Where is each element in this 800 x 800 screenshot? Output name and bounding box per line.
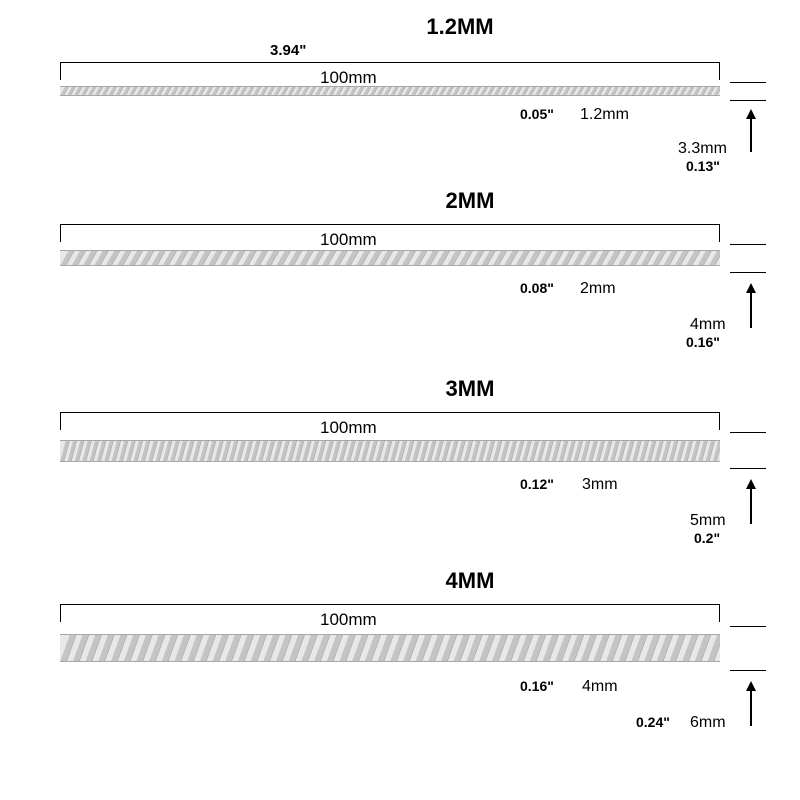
section-title: 1.2MM — [360, 14, 560, 40]
diameter-mm-label: 2mm — [580, 280, 616, 298]
diameter-inches-label: 0.05" — [520, 106, 554, 122]
width-inches-label: 0.24" — [636, 714, 670, 730]
diameter-inches-label: 0.08" — [520, 280, 554, 296]
dim-tick-top — [730, 82, 766, 83]
dim-tick-top — [730, 432, 766, 433]
dim-arrow-line — [750, 118, 752, 152]
length-mm-label: 100mm — [320, 68, 377, 88]
length-mm-label: 100mm — [320, 418, 377, 438]
section-title: 4MM — [370, 568, 570, 594]
section-title: 3MM — [370, 376, 570, 402]
length-inches-label: 3.94" — [270, 42, 306, 59]
dim-tick-bottom — [730, 100, 766, 101]
section-title: 2MM — [370, 188, 570, 214]
length-mm-label: 100mm — [320, 230, 377, 250]
chain-graphic — [60, 250, 720, 266]
chain-graphic — [60, 86, 720, 96]
length-ruler — [60, 224, 720, 242]
diameter-mm-label: 3mm — [582, 476, 618, 494]
diameter-mm-label: 4mm — [582, 678, 618, 696]
dim-tick-bottom — [730, 670, 766, 671]
width-inches-label: 0.2" — [694, 530, 720, 546]
width-inches-label: 0.16" — [686, 334, 720, 350]
length-ruler — [60, 604, 720, 622]
diameter-inches-label: 0.16" — [520, 678, 554, 694]
dim-arrow-head — [746, 283, 756, 293]
chain-graphic — [60, 440, 720, 462]
dim-arrow-line — [750, 488, 752, 524]
dim-arrow-line — [750, 292, 752, 328]
length-mm-label: 100mm — [320, 610, 377, 630]
diameter-mm-label: 1.2mm — [580, 106, 629, 124]
width-mm-label: 6mm — [690, 714, 726, 732]
dim-arrow-head — [746, 681, 756, 691]
width-mm-label: 4mm — [690, 316, 726, 334]
width-mm-label: 5mm — [690, 512, 726, 530]
dim-tick-top — [730, 244, 766, 245]
chain-graphic — [60, 634, 720, 662]
dim-arrow-head — [746, 109, 756, 119]
diameter-inches-label: 0.12" — [520, 476, 554, 492]
dim-arrow-head — [746, 479, 756, 489]
width-inches-label: 0.13" — [686, 158, 720, 174]
dim-tick-top — [730, 626, 766, 627]
dim-tick-bottom — [730, 272, 766, 273]
length-ruler — [60, 62, 720, 80]
length-ruler — [60, 412, 720, 430]
dim-arrow-line — [750, 690, 752, 726]
width-mm-label: 3.3mm — [678, 140, 727, 158]
dim-tick-bottom — [730, 468, 766, 469]
